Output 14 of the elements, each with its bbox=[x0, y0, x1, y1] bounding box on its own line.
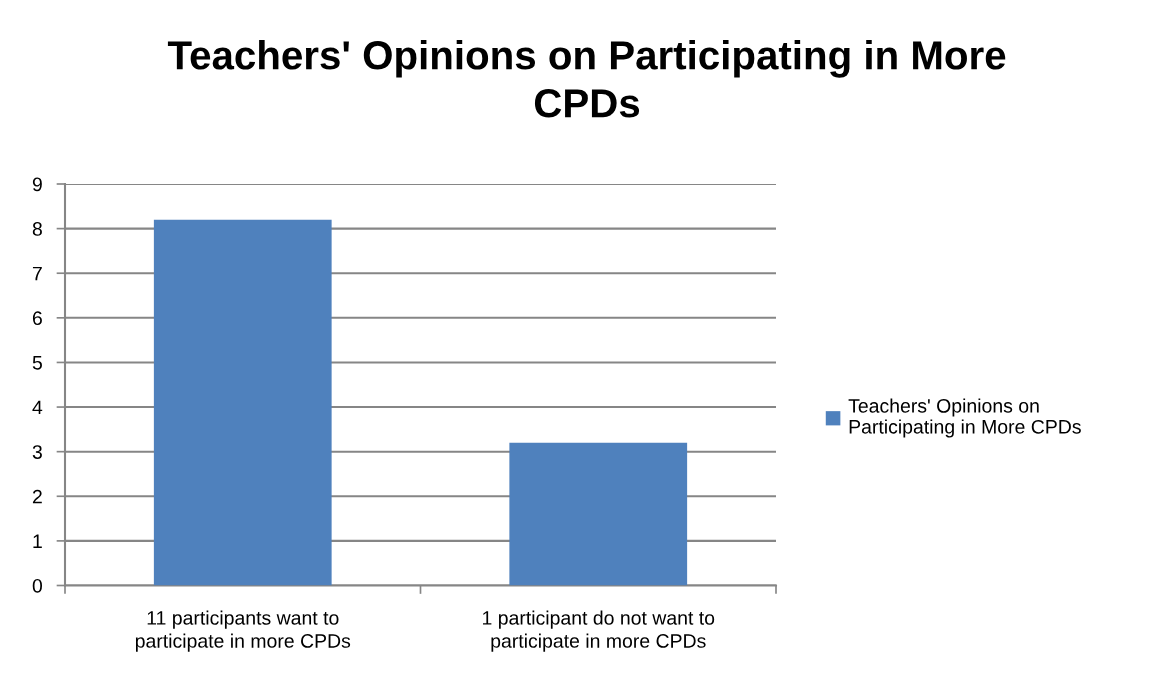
y-tick-label: 6 bbox=[32, 311, 42, 326]
x-tick-label: 11 participants want to participate in more CPDs bbox=[135, 610, 351, 652]
y-tick-label: 2 bbox=[32, 489, 42, 504]
y-tick-label: 4 bbox=[32, 400, 43, 415]
x-tick-label: 1 participant do not want to participate in more CPDs bbox=[483, 610, 715, 652]
chart-title: Teachers' Opinions on Participating in More CPDs bbox=[167, 40, 1006, 118]
y-tick-label: 0 bbox=[32, 578, 43, 593]
y-tick-label: 9 bbox=[32, 177, 42, 192]
y-tick-label: 3 bbox=[32, 445, 42, 459]
y-tick-label: 7 bbox=[32, 266, 42, 281]
y-tick-label: 5 bbox=[32, 356, 42, 370]
legend-label: Teachers' Opinions on Participating in More CPDs bbox=[848, 398, 1081, 438]
y-tick-label: 1 bbox=[33, 534, 42, 548]
y-tick-label: 8 bbox=[32, 222, 42, 236]
